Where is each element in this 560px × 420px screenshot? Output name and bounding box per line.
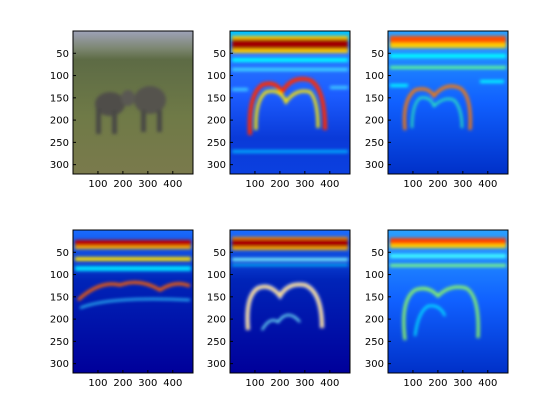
axes-frame <box>229 30 351 175</box>
y-tick-label: 300 <box>50 160 69 171</box>
y-tick-label: 250 <box>365 337 384 348</box>
x-tick-label: 300 <box>453 378 472 389</box>
x-tick-label: 100 <box>403 179 422 190</box>
panel-photo <box>73 31 193 174</box>
x-tick-label: 400 <box>320 179 339 190</box>
y-tick-label: 250 <box>365 138 384 149</box>
y-tick-label: 50 <box>371 248 384 259</box>
x-tick-label: 400 <box>320 378 339 389</box>
y-tick-label: 50 <box>56 49 69 60</box>
x-tick-label: 100 <box>88 179 107 190</box>
y-tick-label: 150 <box>50 292 69 303</box>
x-tick-label: 400 <box>478 378 497 389</box>
axes-frame <box>387 229 509 374</box>
y-tick-label: 200 <box>207 315 226 326</box>
x-tick-label: 200 <box>270 378 289 389</box>
x-tick-label: 300 <box>295 378 314 389</box>
y-tick-label: 150 <box>50 93 69 104</box>
y-tick-label: 150 <box>365 93 384 104</box>
y-tick-label: 100 <box>207 71 226 82</box>
x-tick-label: 100 <box>403 378 422 389</box>
x-tick-label: 200 <box>428 378 447 389</box>
y-tick-label: 250 <box>50 337 69 348</box>
y-tick-label: 300 <box>207 359 226 370</box>
panel-response-1 <box>230 31 350 174</box>
y-tick-label: 150 <box>207 292 226 303</box>
axes-frame <box>72 30 194 175</box>
x-tick-label: 100 <box>245 179 264 190</box>
y-tick-label: 100 <box>50 270 69 281</box>
axes-layer: 100 200 300 400 50 100 150 200 250 300 100 200 300 40… <box>50 30 509 389</box>
y-tick-label: 100 <box>50 71 69 82</box>
x-tick-label: 300 <box>138 179 157 190</box>
axes-photo: 100 200 300 400 50 100 150 200 250 300 <box>50 30 194 190</box>
x-tick-label: 300 <box>453 179 472 190</box>
y-tick-label: 300 <box>365 359 384 370</box>
axes-response-3: 100 200 300 400 50 100 150 200 250 300 <box>50 229 194 389</box>
y-tick-label: 100 <box>365 71 384 82</box>
x-tick-label: 200 <box>113 378 132 389</box>
y-tick-label: 50 <box>371 49 384 60</box>
axes-response-4: 100 200 300 400 50 100 150 200 250 300 <box>207 229 351 389</box>
x-tick-label: 100 <box>245 378 264 389</box>
x-tick-label: 300 <box>295 179 314 190</box>
panel-response-2 <box>388 31 508 174</box>
y-tick-label: 100 <box>207 270 226 281</box>
x-tick-label: 400 <box>163 378 182 389</box>
y-tick-label: 300 <box>50 359 69 370</box>
x-tick-label: 200 <box>270 179 289 190</box>
x-tick-label: 300 <box>138 378 157 389</box>
axes-frame <box>229 229 351 374</box>
panel-response-4 <box>230 230 350 373</box>
y-tick-label: 100 <box>365 270 384 281</box>
y-tick-label: 300 <box>365 160 384 171</box>
axes-response-2: 100 200 300 400 50 100 150 200 250 300 <box>365 30 509 190</box>
y-tick-label: 200 <box>365 116 384 127</box>
y-tick-label: 50 <box>213 49 226 60</box>
axes-frame <box>387 30 509 175</box>
y-tick-label: 200 <box>365 315 384 326</box>
y-tick-label: 250 <box>207 337 226 348</box>
y-tick-label: 50 <box>56 248 69 259</box>
x-tick-label: 100 <box>88 378 107 389</box>
y-tick-label: 150 <box>365 292 384 303</box>
y-tick-label: 150 <box>207 93 226 104</box>
y-tick-label: 250 <box>50 138 69 149</box>
y-tick-label: 200 <box>50 116 69 127</box>
y-tick-label: 200 <box>50 315 69 326</box>
x-tick-label: 200 <box>113 179 132 190</box>
axes-response-5: 100 200 300 400 50 100 150 200 250 300 <box>365 229 509 389</box>
axes-frame <box>72 229 194 374</box>
y-tick-label: 50 <box>213 248 226 259</box>
y-tick-label: 250 <box>207 138 226 149</box>
panel-response-5 <box>388 230 508 373</box>
x-tick-label: 400 <box>478 179 497 190</box>
axes-response-1: 100 200 300 400 50 100 150 200 250 300 <box>207 30 351 190</box>
x-tick-label: 200 <box>428 179 447 190</box>
y-tick-label: 200 <box>207 116 226 127</box>
x-tick-label: 400 <box>163 179 182 190</box>
panel-response-3 <box>73 230 193 373</box>
y-tick-label: 300 <box>207 160 226 171</box>
